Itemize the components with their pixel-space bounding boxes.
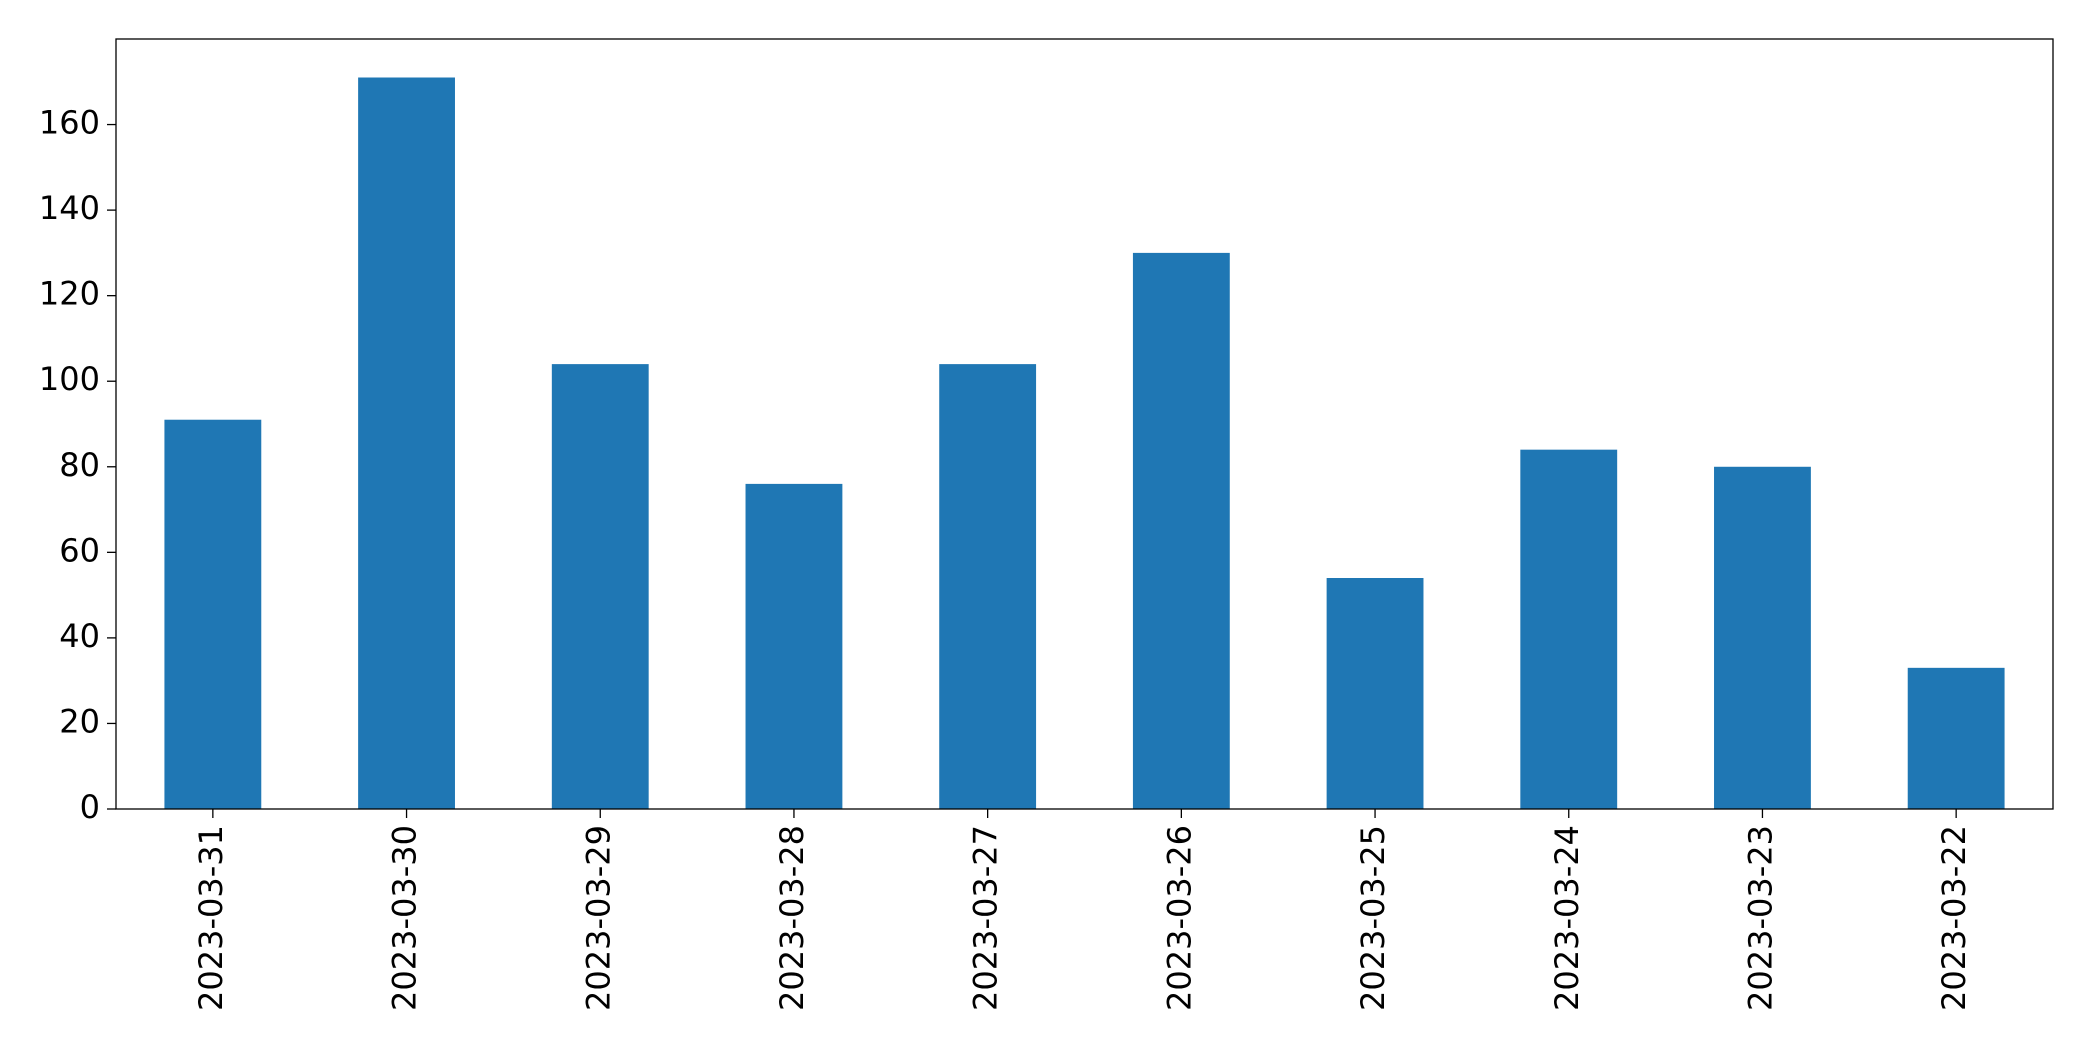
bar — [164, 419, 262, 809]
y-tick-label: 140 — [39, 189, 100, 227]
y-tick-label: 160 — [39, 104, 100, 142]
bar — [939, 364, 1037, 809]
x-tick-label: 2023-03-30 — [386, 825, 424, 1011]
bar — [1907, 667, 2005, 809]
y-tick-label: 60 — [59, 531, 100, 569]
x-tick-label: 2023-03-23 — [1741, 825, 1779, 1011]
x-tick-label: 2023-03-29 — [579, 825, 617, 1011]
x-tick-label: 2023-03-28 — [773, 825, 811, 1011]
x-tick-label: 2023-03-22 — [1935, 825, 1973, 1011]
plot-frame — [115, 38, 2054, 810]
x-tick-label: 2023-03-31 — [192, 825, 230, 1011]
y-tick-label: 80 — [59, 446, 100, 484]
bar — [745, 483, 843, 809]
y-tick-label: 20 — [59, 702, 100, 740]
x-tick-label: 2023-03-26 — [1160, 825, 1198, 1011]
bar — [551, 364, 649, 809]
y-tick-label: 100 — [39, 360, 100, 398]
bar — [1132, 252, 1230, 809]
bar — [1326, 578, 1424, 809]
x-tick-label: 2023-03-25 — [1354, 825, 1392, 1011]
y-tick-label: 40 — [59, 617, 100, 655]
y-tick-label: 120 — [39, 275, 100, 313]
y-tick-label: 0 — [80, 788, 100, 826]
bar — [1714, 466, 1811, 809]
x-tick-label: 2023-03-27 — [967, 825, 1005, 1011]
x-tick-label: 2023-03-24 — [1548, 825, 1586, 1011]
bar — [1520, 449, 1618, 809]
bar — [358, 77, 455, 809]
